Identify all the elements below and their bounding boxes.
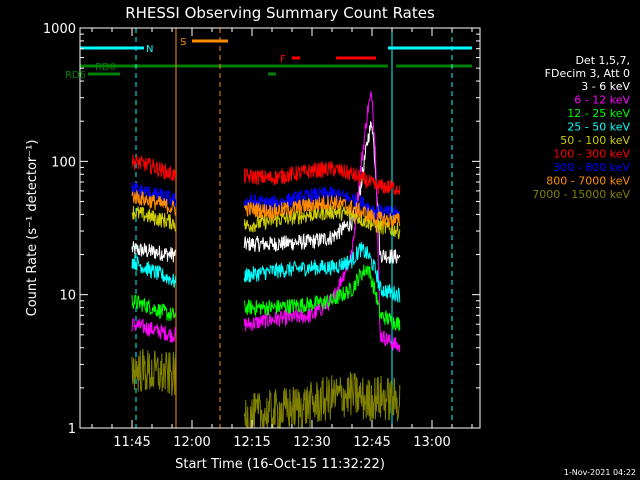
series-lines	[131, 91, 401, 429]
y-tick-label-3: 1000	[43, 22, 76, 37]
legend-header-0: Det 1,5,7,	[575, 54, 630, 67]
legend-entry-3: 25 - 50 keV	[567, 121, 630, 134]
series-line-5-0	[131, 154, 177, 182]
footer-timestamp: 1-Nov-2021 04:22	[564, 468, 636, 477]
x-tick-label-1: 12:00	[173, 435, 210, 450]
series-line-3-1	[243, 242, 401, 303]
plot-frame	[79, 27, 481, 429]
chart-title: RHESSI Observing Summary Count Rates	[125, 4, 435, 22]
x-tick-label-0: 11:45	[113, 435, 150, 450]
series-line-8-0	[131, 348, 177, 396]
legend-entry-7: 800 - 7000 keV	[546, 175, 630, 188]
legend-entry-4: 50 - 100 keV	[560, 134, 630, 147]
flag-label-f: F	[280, 54, 286, 65]
series-line-0-0	[131, 241, 177, 263]
series-line-2-1	[243, 264, 401, 332]
series-line-3-0	[131, 254, 177, 288]
observing-flag-bars: N S F RD0 RD6	[65, 37, 472, 81]
x-tick-label-2: 12:15	[233, 435, 270, 450]
y-axis-label: Count Rate (s⁻¹ detector⁻¹)	[25, 140, 40, 317]
series-line-2-0	[131, 294, 177, 321]
series-line-1-0	[131, 318, 177, 343]
axes: 1 10 100 1000 11:45 12:00 12:15 12:30 12:45 13:00	[43, 22, 481, 450]
series-line-7-1	[243, 195, 401, 228]
series-line-4-0	[131, 205, 177, 233]
flag-label-rd6: RD6	[65, 70, 86, 81]
x-axis-label: Start Time (16-Oct-15 11:32:22)	[175, 457, 385, 472]
legend-header-1: FDecim 3, Att 0	[545, 67, 630, 80]
series-line-0-1	[243, 121, 401, 265]
x-tick-label-5: 13:00	[413, 435, 450, 450]
x-tick-label-4: 12:45	[353, 435, 390, 450]
y-tick-label-2: 100	[51, 155, 76, 170]
flag-label-n: N	[146, 44, 153, 55]
legend-entry-5: 100 - 300 keV	[553, 148, 630, 161]
legend-entry-0: 3 - 6 keV	[581, 80, 630, 93]
y-tick-label-1: 10	[59, 289, 76, 304]
series-line-1-1	[243, 91, 401, 353]
legend-entry-6: 300 - 800 keV	[553, 161, 630, 174]
x-tick-label-3: 12:30	[293, 435, 330, 450]
legend-entry-8: 7000 - 15000 keV	[532, 188, 630, 201]
series-line-7-0	[131, 189, 176, 216]
legend-entry-1: 6 - 12 keV	[574, 94, 630, 107]
flag-label-rd0: RD0	[95, 62, 116, 73]
flag-label-s: S	[180, 37, 186, 48]
series-line-5-1	[243, 160, 401, 197]
series-line-8-1	[243, 371, 401, 429]
legend-entry-2: 12 - 25 keV	[567, 107, 630, 120]
y-tick-label-0: 1	[68, 422, 76, 437]
